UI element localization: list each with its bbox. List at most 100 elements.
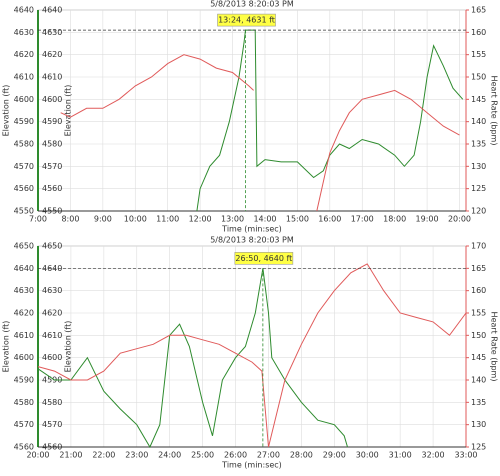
x-tick-label: 14:00: [253, 215, 276, 224]
x-axis-label: Time (min:sec): [221, 461, 282, 470]
y-tick-label: 4630: [14, 286, 34, 295]
y-tick-label: 4570: [14, 162, 34, 171]
x-tick-label: 13:00: [221, 215, 244, 224]
y-tick-label-inner: 4650: [42, 242, 62, 251]
x-tick-label: 10:00: [124, 215, 147, 224]
x-tick-label: 12:00: [189, 215, 212, 224]
x-tick-label: 26:00: [224, 451, 247, 460]
y-tick-label: 4620: [14, 50, 34, 59]
y-tick-label: 4650: [14, 242, 34, 251]
y-tick-label: 4600: [14, 353, 34, 362]
x-tick-label: 30:00: [356, 451, 379, 460]
y2-tick-label: 170: [471, 242, 486, 251]
y-tick-label-inner: 4630: [42, 286, 62, 295]
annotation-text: 13:24, 4631 ft: [218, 16, 275, 25]
x-tick-label: 20:00: [448, 215, 471, 224]
y-tick-label-inner: 4570: [42, 162, 62, 171]
y2-tick-label: 130: [471, 162, 486, 171]
y-tick-label: 4560: [14, 184, 34, 193]
y-tick-label-inner: 4570: [42, 420, 62, 429]
y-tick-label: 4620: [14, 309, 34, 318]
x-tick-label: 18:00: [383, 215, 406, 224]
chart-panel: 5/8/2013 8:20:03 PM 7:00 8:00 9:00 10:00 11:0…: [2, 0, 499, 234]
y2-axis-label: Heart Rate (bpm): [490, 76, 499, 146]
x-tick-label: 9:00: [94, 215, 112, 224]
y2-tick-label: 160: [471, 28, 486, 37]
y-tick-label-inner: 4590: [42, 376, 62, 385]
y-tick-label-inner: 4610: [42, 73, 62, 82]
y-tick-label-inner: 4560: [42, 184, 62, 193]
chart-title: 5/8/2013 8:20:03 PM: [210, 236, 294, 245]
y2-tick-label: 125: [471, 443, 486, 452]
x-tick-label: 32:00: [422, 451, 445, 460]
annotation-text: 26:50, 4640 ft: [235, 254, 292, 263]
x-tick-label: 7:00: [29, 215, 47, 224]
y-tick-label-inner: 4600: [42, 353, 62, 362]
x-tick-label: 33:00: [454, 451, 477, 460]
y2-tick-label: 145: [471, 353, 486, 362]
annotation-box: [234, 252, 294, 265]
y2-tick-label: 140: [471, 117, 486, 126]
x-tick-label: 28:00: [290, 451, 313, 460]
x-tick-label: 29:00: [323, 451, 346, 460]
y-tick-label: 4550: [14, 207, 34, 216]
x-tick-label: 21:00: [59, 451, 82, 460]
y-tick-label-inner: 4620: [42, 309, 62, 318]
y2-tick-label: 125: [471, 184, 486, 193]
x-tick-label: 23:00: [125, 451, 148, 460]
y-tick-label: 4580: [14, 398, 34, 407]
y-tick-label: 4560: [14, 443, 34, 452]
series-line: [37, 268, 348, 449]
x-tick-label: 22:00: [92, 451, 115, 460]
y-tick-label-inner: 4580: [42, 398, 62, 407]
series-line: [60, 54, 460, 212]
y-tick-label: 4640: [14, 264, 34, 273]
y2-tick-label: 135: [471, 398, 486, 407]
x-tick-label: 15:00: [286, 215, 309, 224]
x-tick-label: 11:00: [156, 215, 179, 224]
y-tick-label: 4570: [14, 420, 34, 429]
y-tick-label: 4640: [14, 6, 34, 15]
y2-tick-label: 120: [471, 207, 486, 216]
y-tick-label: 4600: [14, 95, 34, 104]
y-axis-label-inner: Elevation (ft): [64, 85, 73, 137]
y-tick-label: 4610: [14, 73, 34, 82]
y-tick-label: 4630: [14, 28, 34, 37]
x-tick-label: 16:00: [318, 215, 341, 224]
y2-axis-label: Heart Rate (bpm): [490, 312, 499, 382]
y-tick-label-inner: 4630: [42, 28, 62, 37]
x-tick-label: 31:00: [389, 451, 412, 460]
y-tick-label-inner: 4590: [42, 117, 62, 126]
x-axis-label: Time (min:sec): [221, 225, 282, 234]
y-tick-label-inner: 4640: [42, 264, 62, 273]
plot-area: [37, 245, 467, 448]
y-axis-label-inner: Elevation (ft): [64, 321, 73, 373]
y-tick-label: 4580: [14, 140, 34, 149]
y2-tick-label: 135: [471, 140, 486, 149]
y-axis-label: Elevation (ft): [2, 321, 11, 373]
y2-tick-label: 155: [471, 309, 486, 318]
y2-tick-label: 155: [471, 50, 486, 59]
y2-tick-label: 145: [471, 95, 486, 104]
y-tick-label-inner: 4640: [42, 6, 62, 15]
y2-tick-label: 165: [471, 6, 486, 15]
y-tick-label: 4590: [14, 117, 34, 126]
x-tick-label: 17:00: [351, 215, 374, 224]
y2-tick-label: 150: [471, 331, 486, 340]
y-axis-label: Elevation (ft): [2, 85, 11, 137]
y-tick-label: 4610: [14, 331, 34, 340]
chart-panel: 5/8/2013 8:20:03 PM 20:00 21:00 22:00 23:00 2…: [2, 236, 499, 470]
y-tick-label: 4590: [14, 376, 34, 385]
x-tick-label: 24:00: [158, 451, 181, 460]
y2-tick-label: 160: [471, 286, 486, 295]
annotation-box: [217, 13, 276, 27]
series-line: [196, 29, 464, 212]
plot-area: [37, 9, 467, 212]
x-tick-label: 19:00: [416, 215, 439, 224]
y-tick-label-inner: 4610: [42, 331, 62, 340]
y-tick-label-inner: 4600: [42, 95, 62, 104]
x-tick-label: 20:00: [26, 451, 49, 460]
y2-tick-label: 140: [471, 376, 486, 385]
x-tick-label: 25:00: [191, 451, 214, 460]
